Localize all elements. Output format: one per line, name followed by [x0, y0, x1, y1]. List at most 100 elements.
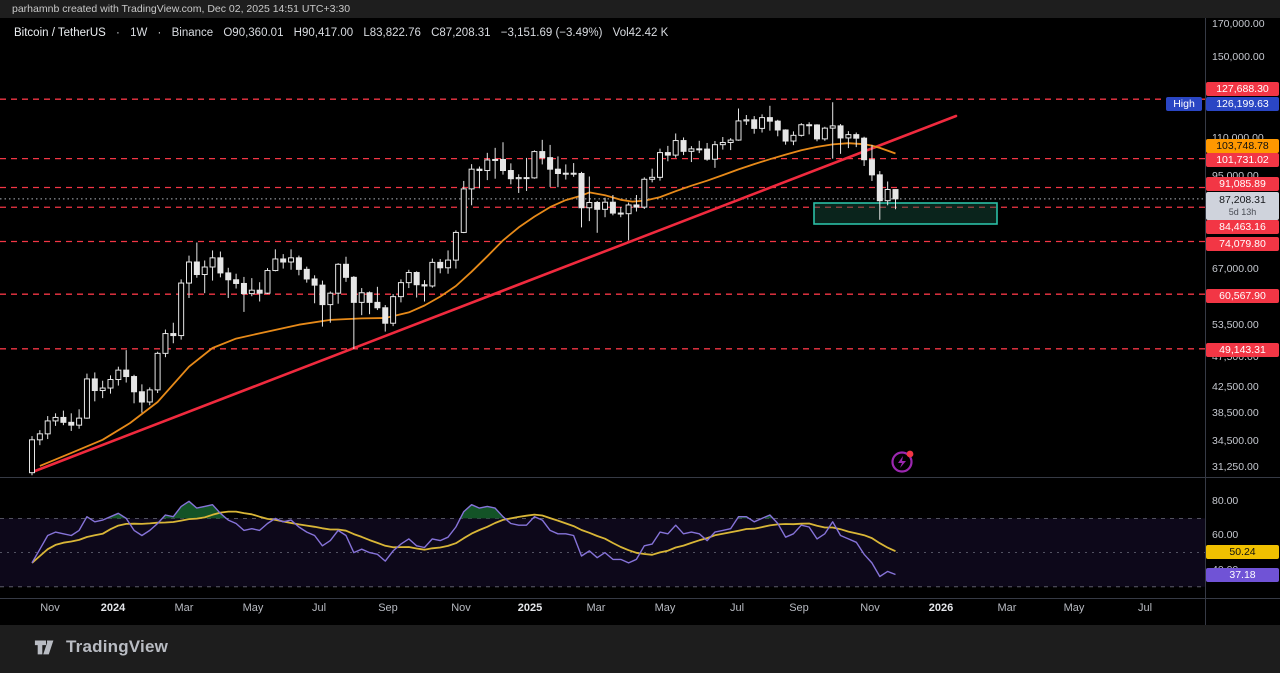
legend-separator-2: ·	[157, 27, 162, 39]
candle-79	[649, 176, 656, 180]
candle-61	[507, 170, 514, 180]
price-tick-7: 42,500.00	[1212, 381, 1259, 393]
time-tick-2026: 2026	[928, 602, 954, 614]
price-badge-red-9[interactable]: 49,143.31	[1206, 342, 1279, 357]
time-tick-jul: Jul	[1137, 602, 1153, 614]
time-tick-2025: 2025	[517, 602, 543, 614]
rsi-badge-yellow-0[interactable]: 50.24	[1206, 544, 1279, 559]
candle-14	[138, 391, 145, 403]
candle-28	[248, 289, 255, 295]
candle-48	[405, 272, 412, 284]
price-badge-orange-2[interactable]: 103,748.78	[1206, 138, 1279, 153]
candle-65	[539, 151, 546, 159]
symbol-legend: Bitcoin / TetherUS · 1W · Binance O90,36…	[14, 27, 675, 39]
candle-59	[492, 158, 499, 161]
candle-16	[154, 352, 161, 391]
interval-label[interactable]: 1W	[130, 27, 148, 39]
price-tick-4: 67,000.00	[1212, 263, 1259, 275]
candle-74	[609, 201, 616, 214]
candle-107	[868, 159, 875, 176]
candles	[29, 102, 899, 476]
candle-71	[586, 202, 593, 209]
candle-60	[500, 158, 506, 172]
candle-1	[36, 433, 43, 441]
candle-15	[146, 389, 153, 403]
candle-64	[531, 151, 538, 179]
price-badge-red-8[interactable]: 60,567.90	[1206, 288, 1279, 303]
time-tick-sep: Sep	[378, 602, 398, 614]
price-badge-current-5[interactable]: 87,208.31 5d 13h	[1206, 192, 1279, 220]
time-tick-may: May	[242, 602, 264, 614]
candle-103	[837, 125, 844, 139]
candle-99	[806, 124, 813, 127]
price-badge-red-0[interactable]: 127,688.30	[1206, 81, 1279, 96]
price-badge-red-7[interactable]: 74,079.80	[1206, 236, 1279, 251]
candle-102	[829, 125, 836, 129]
candle-77	[633, 204, 640, 208]
candle-83	[680, 140, 687, 152]
candle-44	[374, 301, 381, 309]
candle-49	[413, 272, 420, 286]
rsi-badge-purple-1[interactable]: 37.18	[1206, 567, 1279, 582]
candle-5	[68, 421, 75, 426]
candle-68	[562, 172, 569, 175]
candle-106	[861, 137, 868, 161]
volume-value: Vol42.42 K	[612, 27, 669, 39]
candle-55	[460, 188, 467, 233]
candle-37	[319, 284, 326, 306]
candle-32	[280, 258, 287, 263]
candle-24	[217, 257, 224, 274]
price-tick-1: 150,000.00	[1212, 51, 1265, 63]
time-tick-2024: 2024	[100, 602, 126, 614]
candle-21	[193, 261, 200, 276]
ma-line[interactable]	[39, 142, 896, 467]
rsi-tick-1: 60.00	[1212, 529, 1239, 541]
candle-34	[295, 257, 302, 270]
candle-43	[366, 292, 373, 303]
attribution-text: parhamnb created with TradingView.com, D…	[12, 3, 351, 15]
candle-8	[91, 378, 98, 392]
candle-86	[704, 148, 711, 160]
change-value: −3,151.69 (−3.49%)	[500, 27, 603, 39]
support-zone-box[interactable]	[813, 202, 998, 225]
time-tick-mar: Mar	[997, 602, 1017, 614]
price-badge-red-3[interactable]: 101,731.02	[1206, 152, 1279, 167]
symbol-title[interactable]: Bitcoin / TetherUS	[14, 27, 106, 39]
candle-94	[766, 117, 773, 122]
candle-81	[664, 152, 671, 156]
candle-67	[554, 168, 561, 174]
tradingview-logo[interactable]: TradingView	[34, 637, 168, 657]
candle-105	[853, 134, 860, 139]
uptrend-line[interactable]	[33, 114, 958, 473]
candle-51	[429, 261, 436, 287]
candle-100	[814, 124, 820, 140]
candle-29	[256, 289, 263, 294]
candle-110	[892, 189, 899, 200]
candle-41	[350, 276, 357, 303]
candle-87	[711, 144, 718, 160]
rsi-line[interactable]	[31, 500, 896, 578]
candle-78	[641, 178, 648, 208]
flash-icon-alert-dot	[906, 450, 914, 458]
candle-88	[719, 141, 726, 146]
candle-56	[468, 168, 475, 190]
ohlc-low: L83,822.76	[363, 27, 421, 39]
price-tick-0: 170,000.00	[1212, 18, 1265, 30]
candle-22	[201, 266, 208, 276]
candle-0	[29, 439, 35, 474]
price-badge-red-4[interactable]: 91,085.89	[1206, 176, 1279, 191]
candle-72	[594, 202, 601, 210]
candle-42	[358, 292, 365, 303]
candle-50	[421, 284, 428, 287]
candle-101	[821, 127, 828, 140]
flash-icon[interactable]	[891, 451, 913, 473]
candle-80	[657, 152, 663, 178]
candle-12	[123, 369, 130, 378]
price-badge-red-6[interactable]: 84,463.16	[1206, 219, 1279, 234]
price-badge-blue-1[interactable]: 126,199.63	[1206, 96, 1279, 111]
tradingview-logo-text: TradingView	[66, 637, 169, 656]
time-tick-mar: Mar	[586, 602, 606, 614]
candle-20	[186, 261, 192, 284]
rsi-ma-line[interactable]	[31, 510, 896, 564]
